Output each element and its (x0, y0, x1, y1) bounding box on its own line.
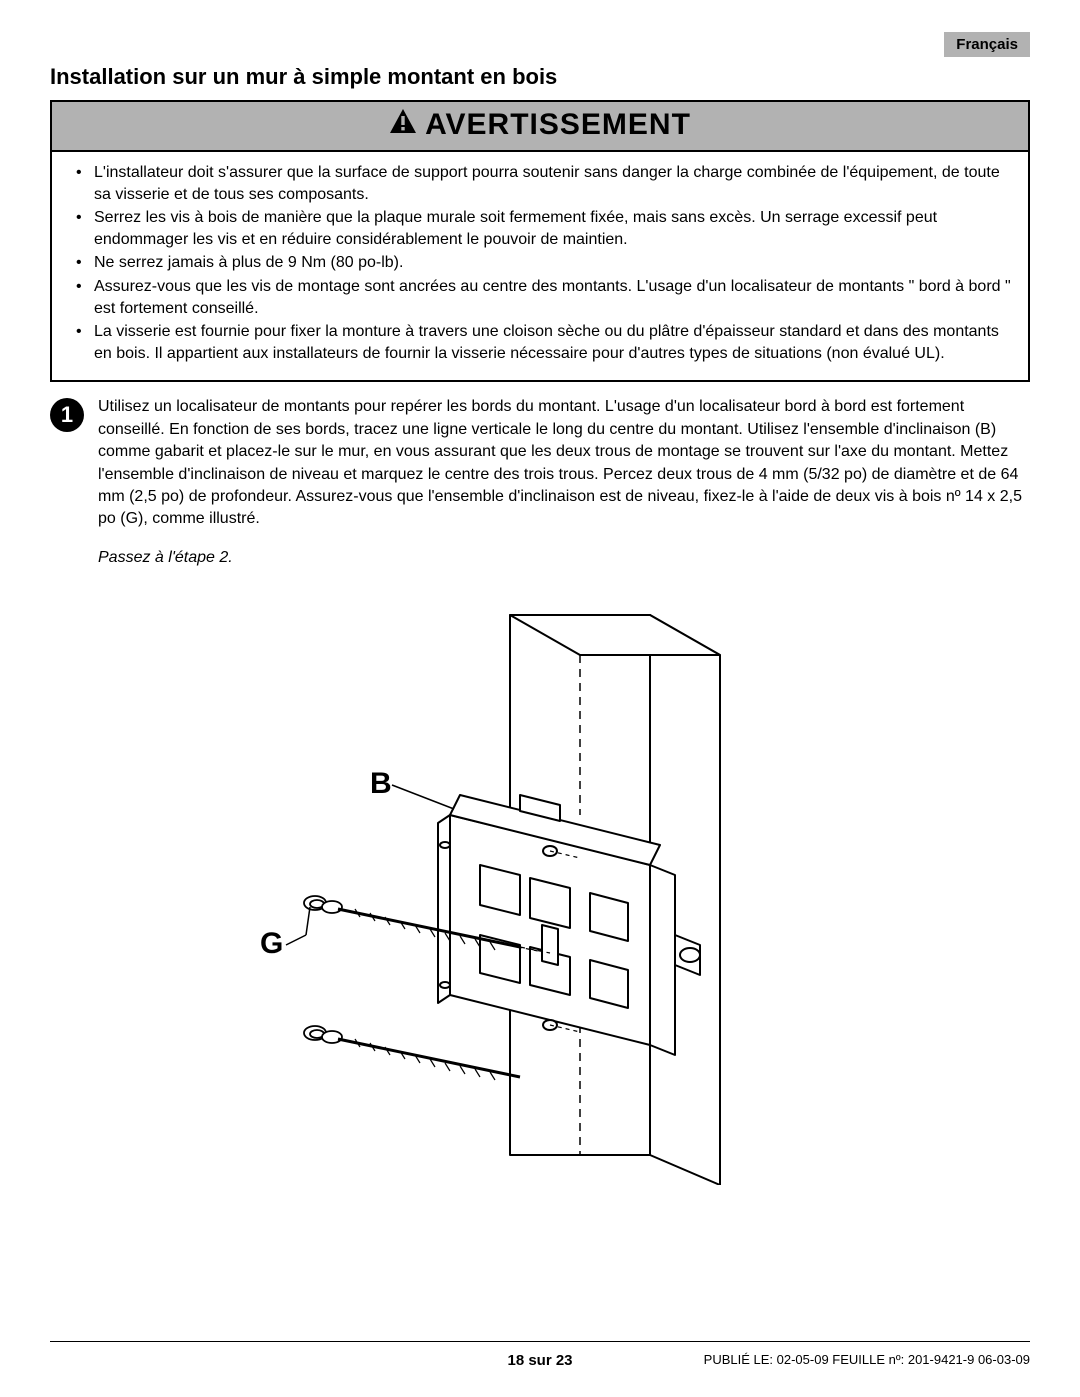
warning-title: AVERTISSEMENT (425, 108, 691, 142)
install-diagram: B G (50, 595, 1030, 1185)
warning-body: L'installateur doit s'assurer que la sur… (52, 152, 1028, 380)
warning-item: L'installateur doit s'assurer que la sur… (76, 162, 1012, 205)
page-number: 18 sur 23 (507, 1352, 572, 1369)
warning-icon (389, 108, 417, 142)
step-text: Utilisez un localisateur de montants pou… (98, 396, 1030, 530)
warning-item: La visserie est fournie pour fixer la mo… (76, 321, 1012, 364)
footer-rule (50, 1341, 1030, 1342)
label-g: G (260, 927, 283, 960)
label-b: B (370, 767, 392, 800)
page-title: Installation sur un mur à simple montant… (50, 64, 1030, 90)
step-badge: 1 (50, 398, 84, 432)
step-1: 1 Utilisez un localisateur de montants p… (50, 396, 1030, 530)
publication-info: PUBLIÉ LE: 02-05-09 FEUILLE nº: 201-9421… (704, 1352, 1030, 1367)
step-next: Passez à l'étape 2. (98, 549, 1030, 567)
screw-bottom (304, 1026, 520, 1080)
language-tag: Français (944, 32, 1030, 57)
warning-box: AVERTISSEMENT L'installateur doit s'assu… (50, 100, 1030, 382)
warning-item: Ne serrez jamais à plus de 9 Nm (80 po-l… (76, 252, 1012, 274)
warning-header: AVERTISSEMENT (52, 102, 1028, 152)
page-footer: 18 sur 23 PUBLIÉ LE: 02-05-09 FEUILLE nº… (50, 1352, 1030, 1367)
warning-item: Assurez-vous que les vis de montage sont… (76, 276, 1012, 319)
warning-item: Serrez les vis à bois de manière que la … (76, 207, 1012, 250)
